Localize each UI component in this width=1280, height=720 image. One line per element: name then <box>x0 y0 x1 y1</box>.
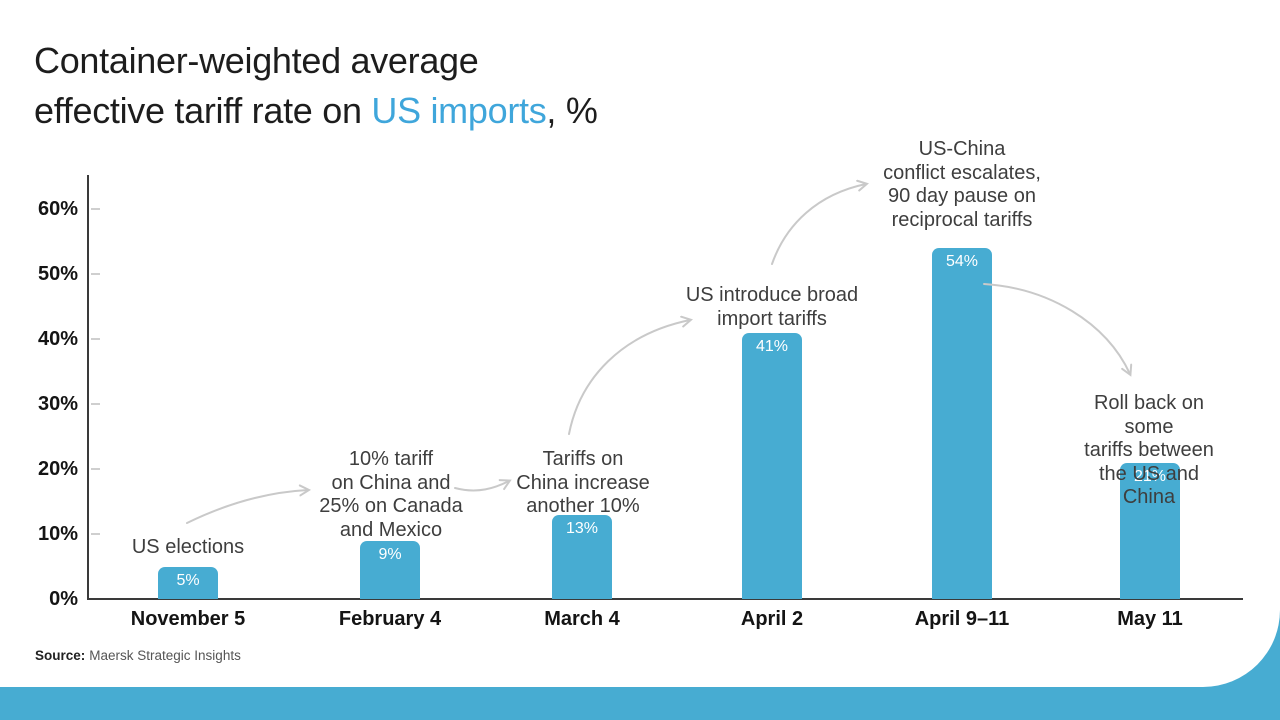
y-tick-label: 10% <box>37 523 78 545</box>
y-tick-mark <box>91 468 100 470</box>
bar-value-label: 21% <box>1133 467 1167 485</box>
x-axis-line <box>87 598 1243 600</box>
annotation: Tariffs on China increase another 10% <box>516 448 650 517</box>
source-line: Source: Maersk Strategic Insights <box>35 648 241 663</box>
flow-arrow <box>454 479 512 492</box>
title-line2-prefix: effective tariff rate on <box>34 90 372 131</box>
bar: 9% <box>360 540 420 599</box>
flow-arrow <box>568 315 693 435</box>
bar: 21% <box>1120 462 1180 599</box>
y-tick-label: 60% <box>37 198 78 220</box>
y-tick-mark <box>91 208 100 210</box>
x-axis-label: March 4 <box>544 608 620 630</box>
y-tick-mark <box>91 403 100 405</box>
bar-value-label: 41% <box>755 337 789 355</box>
bar: 41% <box>742 332 802 599</box>
x-axis-label: November 5 <box>130 608 246 630</box>
annotation: 10% tariff on China and 25% on Canada an… <box>319 448 463 541</box>
bar: 13% <box>552 514 612 599</box>
y-tick-label: 30% <box>37 393 78 415</box>
bar-value-label: 13% <box>565 519 599 537</box>
y-tick-label: 50% <box>37 263 78 285</box>
bar-value-label: 5% <box>176 571 200 589</box>
x-axis-label: April 9–11 <box>914 608 1010 630</box>
source-text: Maersk Strategic Insights <box>89 648 241 663</box>
annotation: Roll back on some tariffs between the US… <box>1084 392 1214 508</box>
y-tick-label: 40% <box>37 328 78 350</box>
bar-value-label: 9% <box>378 545 402 563</box>
x-axis-label: May 11 <box>1117 608 1183 630</box>
annotation: US elections <box>131 536 245 558</box>
y-tick-label: 20% <box>37 458 78 480</box>
bar: 54% <box>932 248 992 599</box>
bar: 5% <box>158 566 218 599</box>
annotation: US-China conflict escalates, 90 day paus… <box>883 138 1041 231</box>
bar-value-label: 54% <box>945 253 979 270</box>
source-label: Source: <box>35 648 86 663</box>
footer-wave-corner-mask <box>0 610 1280 687</box>
title-line1: Container-weighted average <box>34 40 479 81</box>
flow-arrow <box>186 484 312 524</box>
y-tick-mark <box>91 533 100 535</box>
y-tick-mark <box>91 273 100 275</box>
title-line2-suffix: , % <box>546 90 598 131</box>
y-tick-mark <box>91 338 100 340</box>
y-tick-label: 0% <box>49 588 78 610</box>
page-title: Container-weighted average effective tar… <box>34 36 598 136</box>
title-accent: US imports <box>371 90 547 131</box>
flow-arrow <box>771 179 869 265</box>
y-axis-line <box>87 175 89 600</box>
flow-arrow <box>983 283 1133 377</box>
annotation: US introduce broad import tariffs <box>685 284 859 330</box>
x-axis-label: February 4 <box>338 608 442 630</box>
x-axis-label: April 2 <box>740 608 804 630</box>
